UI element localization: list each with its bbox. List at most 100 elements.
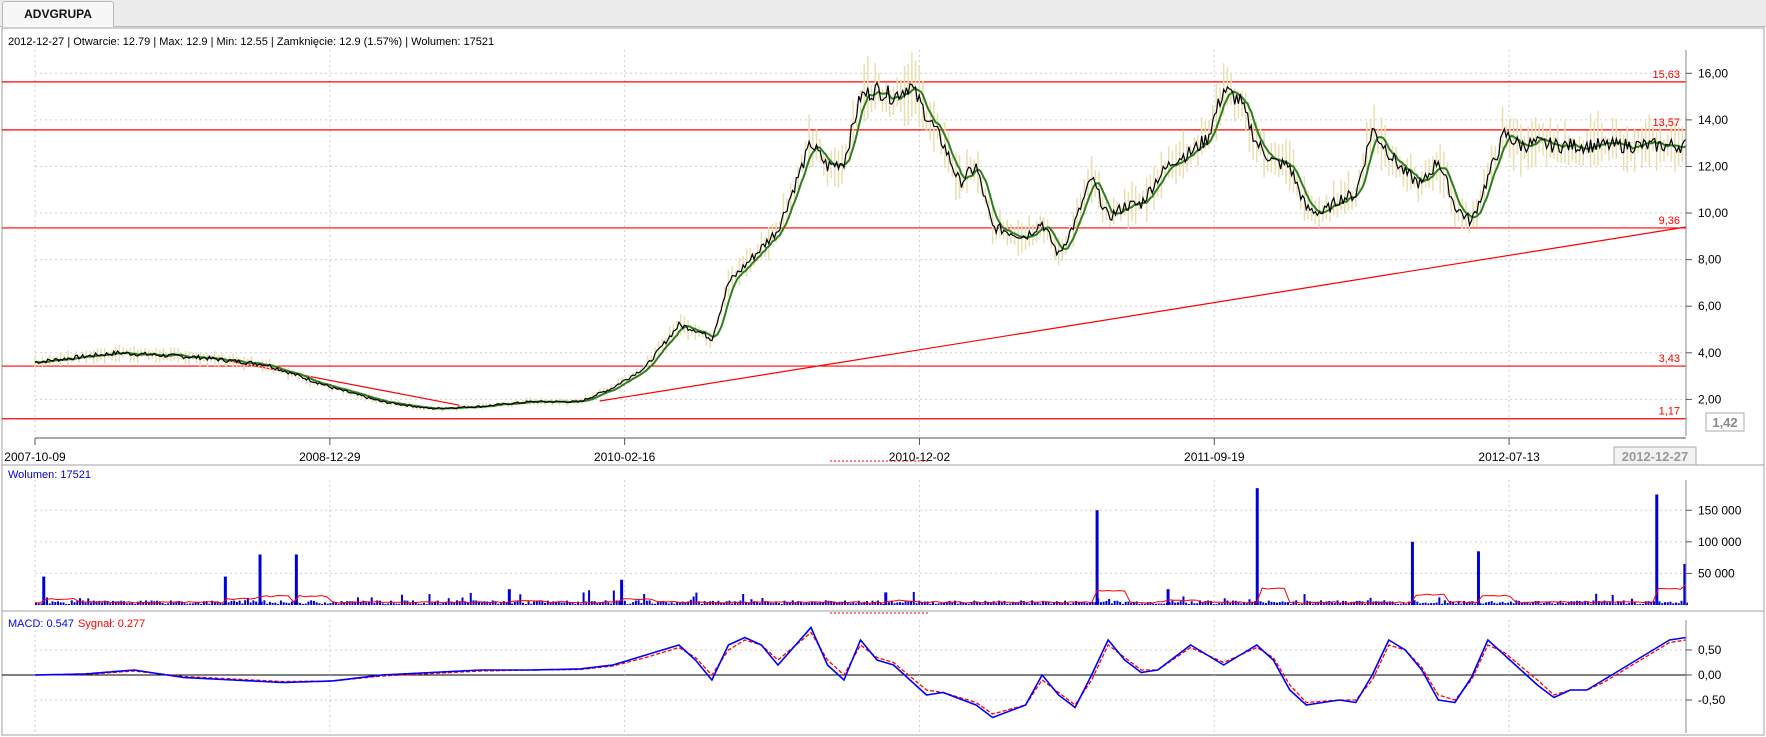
- volume-bar: [1416, 601, 1419, 605]
- volume-bar: [1567, 601, 1570, 605]
- volume-bar: [673, 603, 676, 605]
- volume-bar: [1088, 601, 1091, 605]
- volume-bar: [788, 602, 791, 605]
- y-tick-label: 2,00: [1698, 392, 1722, 406]
- volume-bar: [1215, 603, 1218, 605]
- volume-tick-label: 50 000: [1698, 566, 1735, 580]
- volume-bar: [1424, 602, 1427, 605]
- volume-bar: [1281, 601, 1284, 605]
- volume-bar: [450, 601, 453, 605]
- volume-bar: [1526, 602, 1529, 605]
- volume-bar: [1493, 602, 1496, 605]
- volume-bar: [1446, 603, 1449, 605]
- volume-bar: [1314, 602, 1317, 605]
- volume-bar: [164, 604, 167, 605]
- volume-bar: [134, 603, 137, 605]
- volume-bar: [511, 603, 514, 605]
- volume-bar: [1512, 603, 1515, 605]
- volume-bar: [1253, 601, 1256, 605]
- volume-bar: [579, 603, 582, 605]
- volume-bar: [1399, 603, 1402, 605]
- volume-bar: [1413, 600, 1416, 605]
- volume-bar: [648, 600, 651, 605]
- volume-bar: [1231, 600, 1234, 605]
- volume-bar: [1402, 602, 1405, 605]
- signal-label: Sygnał: 0.277: [78, 618, 145, 630]
- volume-bar: [147, 601, 150, 605]
- volume-bar: [326, 603, 329, 605]
- volume-bar: [893, 603, 896, 605]
- volume-bar: [582, 592, 585, 605]
- volume-bar: [233, 600, 236, 605]
- volume-bar: [1237, 602, 1240, 605]
- volume-bar: [1325, 601, 1328, 605]
- volume-bar: [706, 602, 709, 605]
- volume-bar: [1421, 602, 1424, 605]
- volume-bar: [629, 603, 632, 605]
- volume-bar: [522, 602, 525, 605]
- volume-bar: [802, 603, 805, 605]
- volume-bar: [1540, 603, 1543, 605]
- volume-bar: [1504, 603, 1507, 605]
- volume-bar: [1009, 603, 1012, 605]
- tab-advgrupa[interactable]: ADVGRUPA: [2, 1, 114, 27]
- volume-bar: [1581, 601, 1584, 605]
- volume-bar: [444, 602, 447, 605]
- volume-bar: [637, 600, 640, 605]
- stock-chart[interactable]: 2,00 4,00 6,00 8,00 10,00 12,00 14,00 16,00 15,…: [0, 26, 1766, 737]
- cursor-price-box: [1705, 412, 1745, 432]
- volume-bar: [1347, 602, 1350, 605]
- volume-bar: [293, 600, 296, 605]
- volume-bar: [345, 601, 348, 605]
- volume-bar: [194, 601, 197, 605]
- volume-bar: [722, 602, 725, 605]
- volume-bar: [486, 601, 489, 605]
- macd-tick-label: -0,50: [1698, 693, 1726, 707]
- volume-bar: [1485, 602, 1488, 605]
- horizontal-levels: [2, 81, 1686, 420]
- volume-bar: [268, 601, 271, 605]
- volume-bar: [1361, 601, 1364, 605]
- volume-bar: [252, 600, 255, 605]
- volume-bar: [191, 603, 194, 605]
- level-label: 9,36: [1659, 215, 1680, 227]
- volume-bar: [654, 603, 657, 605]
- volume-bar: [1438, 597, 1441, 605]
- volume-bar: [277, 603, 280, 605]
- volume-bar: [321, 604, 324, 605]
- volume-bar: [772, 603, 775, 605]
- volume-bar: [222, 603, 225, 605]
- y-tick-label: 16,00: [1698, 66, 1728, 80]
- volume-bar: [954, 600, 957, 605]
- level-label: 3,43: [1659, 353, 1680, 365]
- volume-bar: [376, 600, 379, 605]
- volume-bar: [354, 601, 357, 605]
- volume-bar: [367, 601, 370, 605]
- volume-bar: [1245, 602, 1248, 605]
- volume-bar: [899, 602, 902, 605]
- volume-tick-label: 100 000: [1698, 535, 1742, 549]
- volume-bar: [1146, 602, 1149, 605]
- volume-bar: [1509, 601, 1512, 605]
- volume-bar: [1677, 603, 1680, 605]
- volume-bar: [1185, 602, 1188, 605]
- volume-bar: [1014, 602, 1017, 605]
- volume-bar: [260, 601, 263, 605]
- volume-bar: [750, 599, 753, 605]
- volume-bar: [618, 600, 621, 605]
- volume-bar: [392, 603, 395, 605]
- volume-bar: [1066, 603, 1069, 605]
- volume-bar: [1408, 601, 1411, 605]
- volume-bar: [290, 601, 293, 605]
- volume-bar: [1204, 601, 1207, 605]
- volume-bar: [1608, 602, 1611, 605]
- volume-bar: [1003, 600, 1006, 605]
- volume-bar: [142, 602, 145, 605]
- volume-bar: [398, 603, 401, 605]
- volume-spike: [1255, 488, 1259, 605]
- volume-bar: [766, 601, 769, 605]
- volume-bar: [456, 600, 459, 605]
- volume-bar: [541, 601, 544, 605]
- volume-bar: [1427, 603, 1430, 605]
- volume-bar: [1179, 601, 1182, 605]
